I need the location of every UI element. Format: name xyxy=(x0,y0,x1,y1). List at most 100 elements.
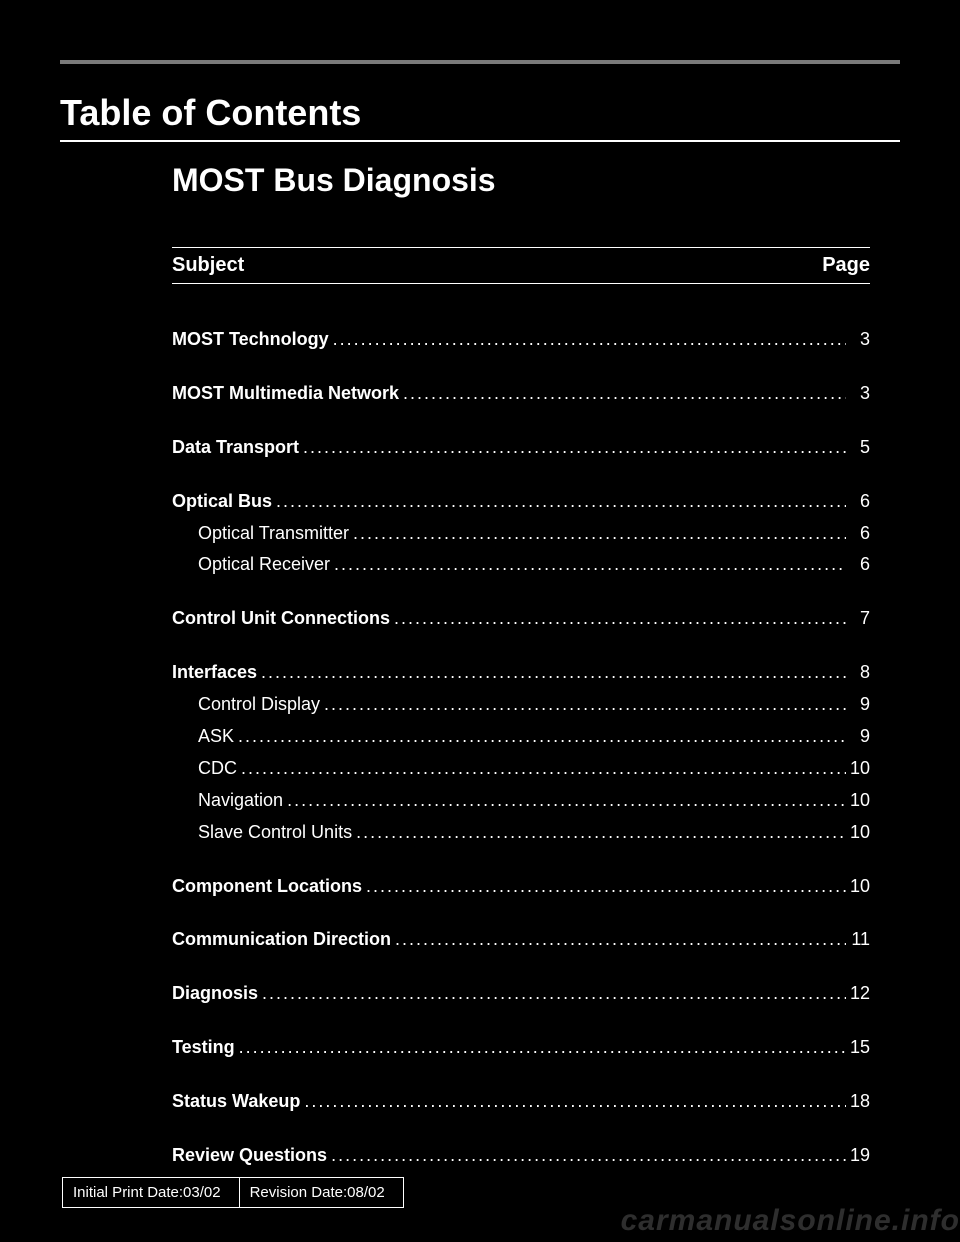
toc-entry-label: MOST Technology xyxy=(172,326,329,354)
toc-leader-dots xyxy=(320,691,846,719)
toc-entry: Data Transport 5 xyxy=(172,432,870,464)
toc-entry: Communication Direction 11 xyxy=(172,924,870,956)
toc-entry-label: Control Unit Connections xyxy=(172,605,390,633)
toc-entry-page: 6 xyxy=(846,520,870,548)
toc-entry-page: 10 xyxy=(846,755,870,783)
document-title: MOST Bus Diagnosis xyxy=(172,142,870,247)
toc-leader-dots xyxy=(327,1142,846,1170)
toc-entry-page: 5 xyxy=(846,434,870,462)
toc-group-gap xyxy=(172,1118,870,1140)
toc-entry-label: ASK xyxy=(198,723,234,751)
toc-entry: Status Wakeup 18 xyxy=(172,1086,870,1118)
toc-entry-page: 10 xyxy=(846,787,870,815)
toc-group-gap xyxy=(172,635,870,657)
toc-leader-dots xyxy=(300,1088,846,1116)
toc-entry-label: Communication Direction xyxy=(172,926,391,954)
toc-entry-label: Component Locations xyxy=(172,873,362,901)
toc-leader-dots xyxy=(362,873,846,901)
toc-entry: Optical Bus 6 xyxy=(172,486,870,518)
toc-entry-page: 10 xyxy=(846,819,870,847)
toc-entry: Navigation 10 xyxy=(172,785,870,817)
toc-entry-label: CDC xyxy=(198,755,237,783)
toc-entry: Diagnosis 12 xyxy=(172,978,870,1010)
toc-entry-page: 9 xyxy=(846,723,870,751)
toc-entry: Control Display 9 xyxy=(172,689,870,721)
toc-leader-dots xyxy=(299,434,846,462)
toc-entry-page: 18 xyxy=(846,1088,870,1116)
top-rule xyxy=(60,60,900,64)
col-page-label: Page xyxy=(822,254,870,277)
toc-leader-dots xyxy=(329,326,846,354)
toc-entry-page: 7 xyxy=(846,605,870,633)
toc-entry-page: 6 xyxy=(846,551,870,579)
toc-entry-page: 15 xyxy=(846,1034,870,1062)
toc-group-gap xyxy=(172,356,870,378)
toc-entry-page: 9 xyxy=(846,691,870,719)
toc-entry: CDC 10 xyxy=(172,753,870,785)
toc-entry: Interfaces 8 xyxy=(172,657,870,689)
toc-entry: Review Questions 19 xyxy=(172,1140,870,1172)
footer-initial-date: Initial Print Date:03/02 xyxy=(62,1178,240,1208)
toc-entry: Optical Transmitter 6 xyxy=(172,518,870,550)
col-subject-label: Subject xyxy=(172,254,244,277)
toc-list: MOST Technology 3 MOST Multimedia Network 3… xyxy=(172,324,870,1172)
toc-leader-dots xyxy=(330,551,846,579)
toc-entry-page: 10 xyxy=(846,873,870,901)
toc-entry-label: Interfaces xyxy=(172,659,257,687)
toc-heading: Table of Contents xyxy=(60,92,900,134)
toc-group-gap xyxy=(172,581,870,603)
toc-entry-label: Data Transport xyxy=(172,434,299,462)
toc-leader-dots xyxy=(352,819,846,847)
toc-entry-page: 3 xyxy=(846,326,870,354)
watermark-text: carmanualsonline.info xyxy=(621,1204,960,1238)
toc-entry-page: 3 xyxy=(846,380,870,408)
footer-revision-date: Revision Date:08/02 xyxy=(240,1178,404,1208)
toc-entry: Optical Receiver 6 xyxy=(172,549,870,581)
footer-bar: Initial Print Date:03/02 Revision Date:0… xyxy=(62,1177,404,1208)
toc-leader-dots xyxy=(234,723,846,751)
toc-leader-dots xyxy=(257,659,846,687)
toc-entry-label: Optical Transmitter xyxy=(198,520,349,548)
toc-entry-label: Control Display xyxy=(198,691,320,719)
document-page: Table of Contents MOST Bus Diagnosis Sub… xyxy=(0,0,960,1242)
toc-leader-dots xyxy=(258,980,846,1008)
toc-leader-dots xyxy=(390,605,846,633)
toc-leader-dots xyxy=(237,755,846,783)
toc-leader-dots xyxy=(349,520,846,548)
toc-leader-dots xyxy=(283,787,846,815)
toc-entry: ASK 9 xyxy=(172,721,870,753)
toc-group-gap xyxy=(172,464,870,486)
toc-entry-label: Review Questions xyxy=(172,1142,327,1170)
toc-entry-page: 12 xyxy=(846,980,870,1008)
toc-leader-dots xyxy=(399,380,846,408)
toc-entry: Slave Control Units 10 xyxy=(172,817,870,849)
toc-group-gap xyxy=(172,902,870,924)
toc-entry-label: Optical Bus xyxy=(172,488,272,516)
toc-entry-label: Diagnosis xyxy=(172,980,258,1008)
toc-leader-dots xyxy=(235,1034,846,1062)
toc-entry-label: MOST Multimedia Network xyxy=(172,380,399,408)
toc-entry-label: Status Wakeup xyxy=(172,1088,300,1116)
toc-entry: MOST Multimedia Network 3 xyxy=(172,378,870,410)
toc-entry: Testing 15 xyxy=(172,1032,870,1064)
toc-group-gap xyxy=(172,849,870,871)
toc-group-gap xyxy=(172,956,870,978)
toc-leader-dots xyxy=(272,488,846,516)
toc-entry-label: Optical Receiver xyxy=(198,551,330,579)
toc-entry: Control Unit Connections 7 xyxy=(172,603,870,635)
toc-entry-page: 8 xyxy=(846,659,870,687)
toc-entry-label: Slave Control Units xyxy=(198,819,352,847)
toc-group-gap xyxy=(172,1064,870,1086)
content-column: MOST Bus Diagnosis Subject Page MOST Tec… xyxy=(172,142,870,1172)
toc-entry-label: Navigation xyxy=(198,787,283,815)
toc-entry-label: Testing xyxy=(172,1034,235,1062)
toc-entry-page: 19 xyxy=(846,1142,870,1170)
toc-entry: Component Locations 10 xyxy=(172,871,870,903)
toc-entry-page: 6 xyxy=(846,488,870,516)
toc-entry-page: 11 xyxy=(846,926,870,954)
toc-entry: MOST Technology 3 xyxy=(172,324,870,356)
toc-group-gap xyxy=(172,1010,870,1032)
toc-leader-dots xyxy=(391,926,846,954)
toc-group-gap xyxy=(172,410,870,432)
toc-column-headers: Subject Page xyxy=(172,247,870,284)
